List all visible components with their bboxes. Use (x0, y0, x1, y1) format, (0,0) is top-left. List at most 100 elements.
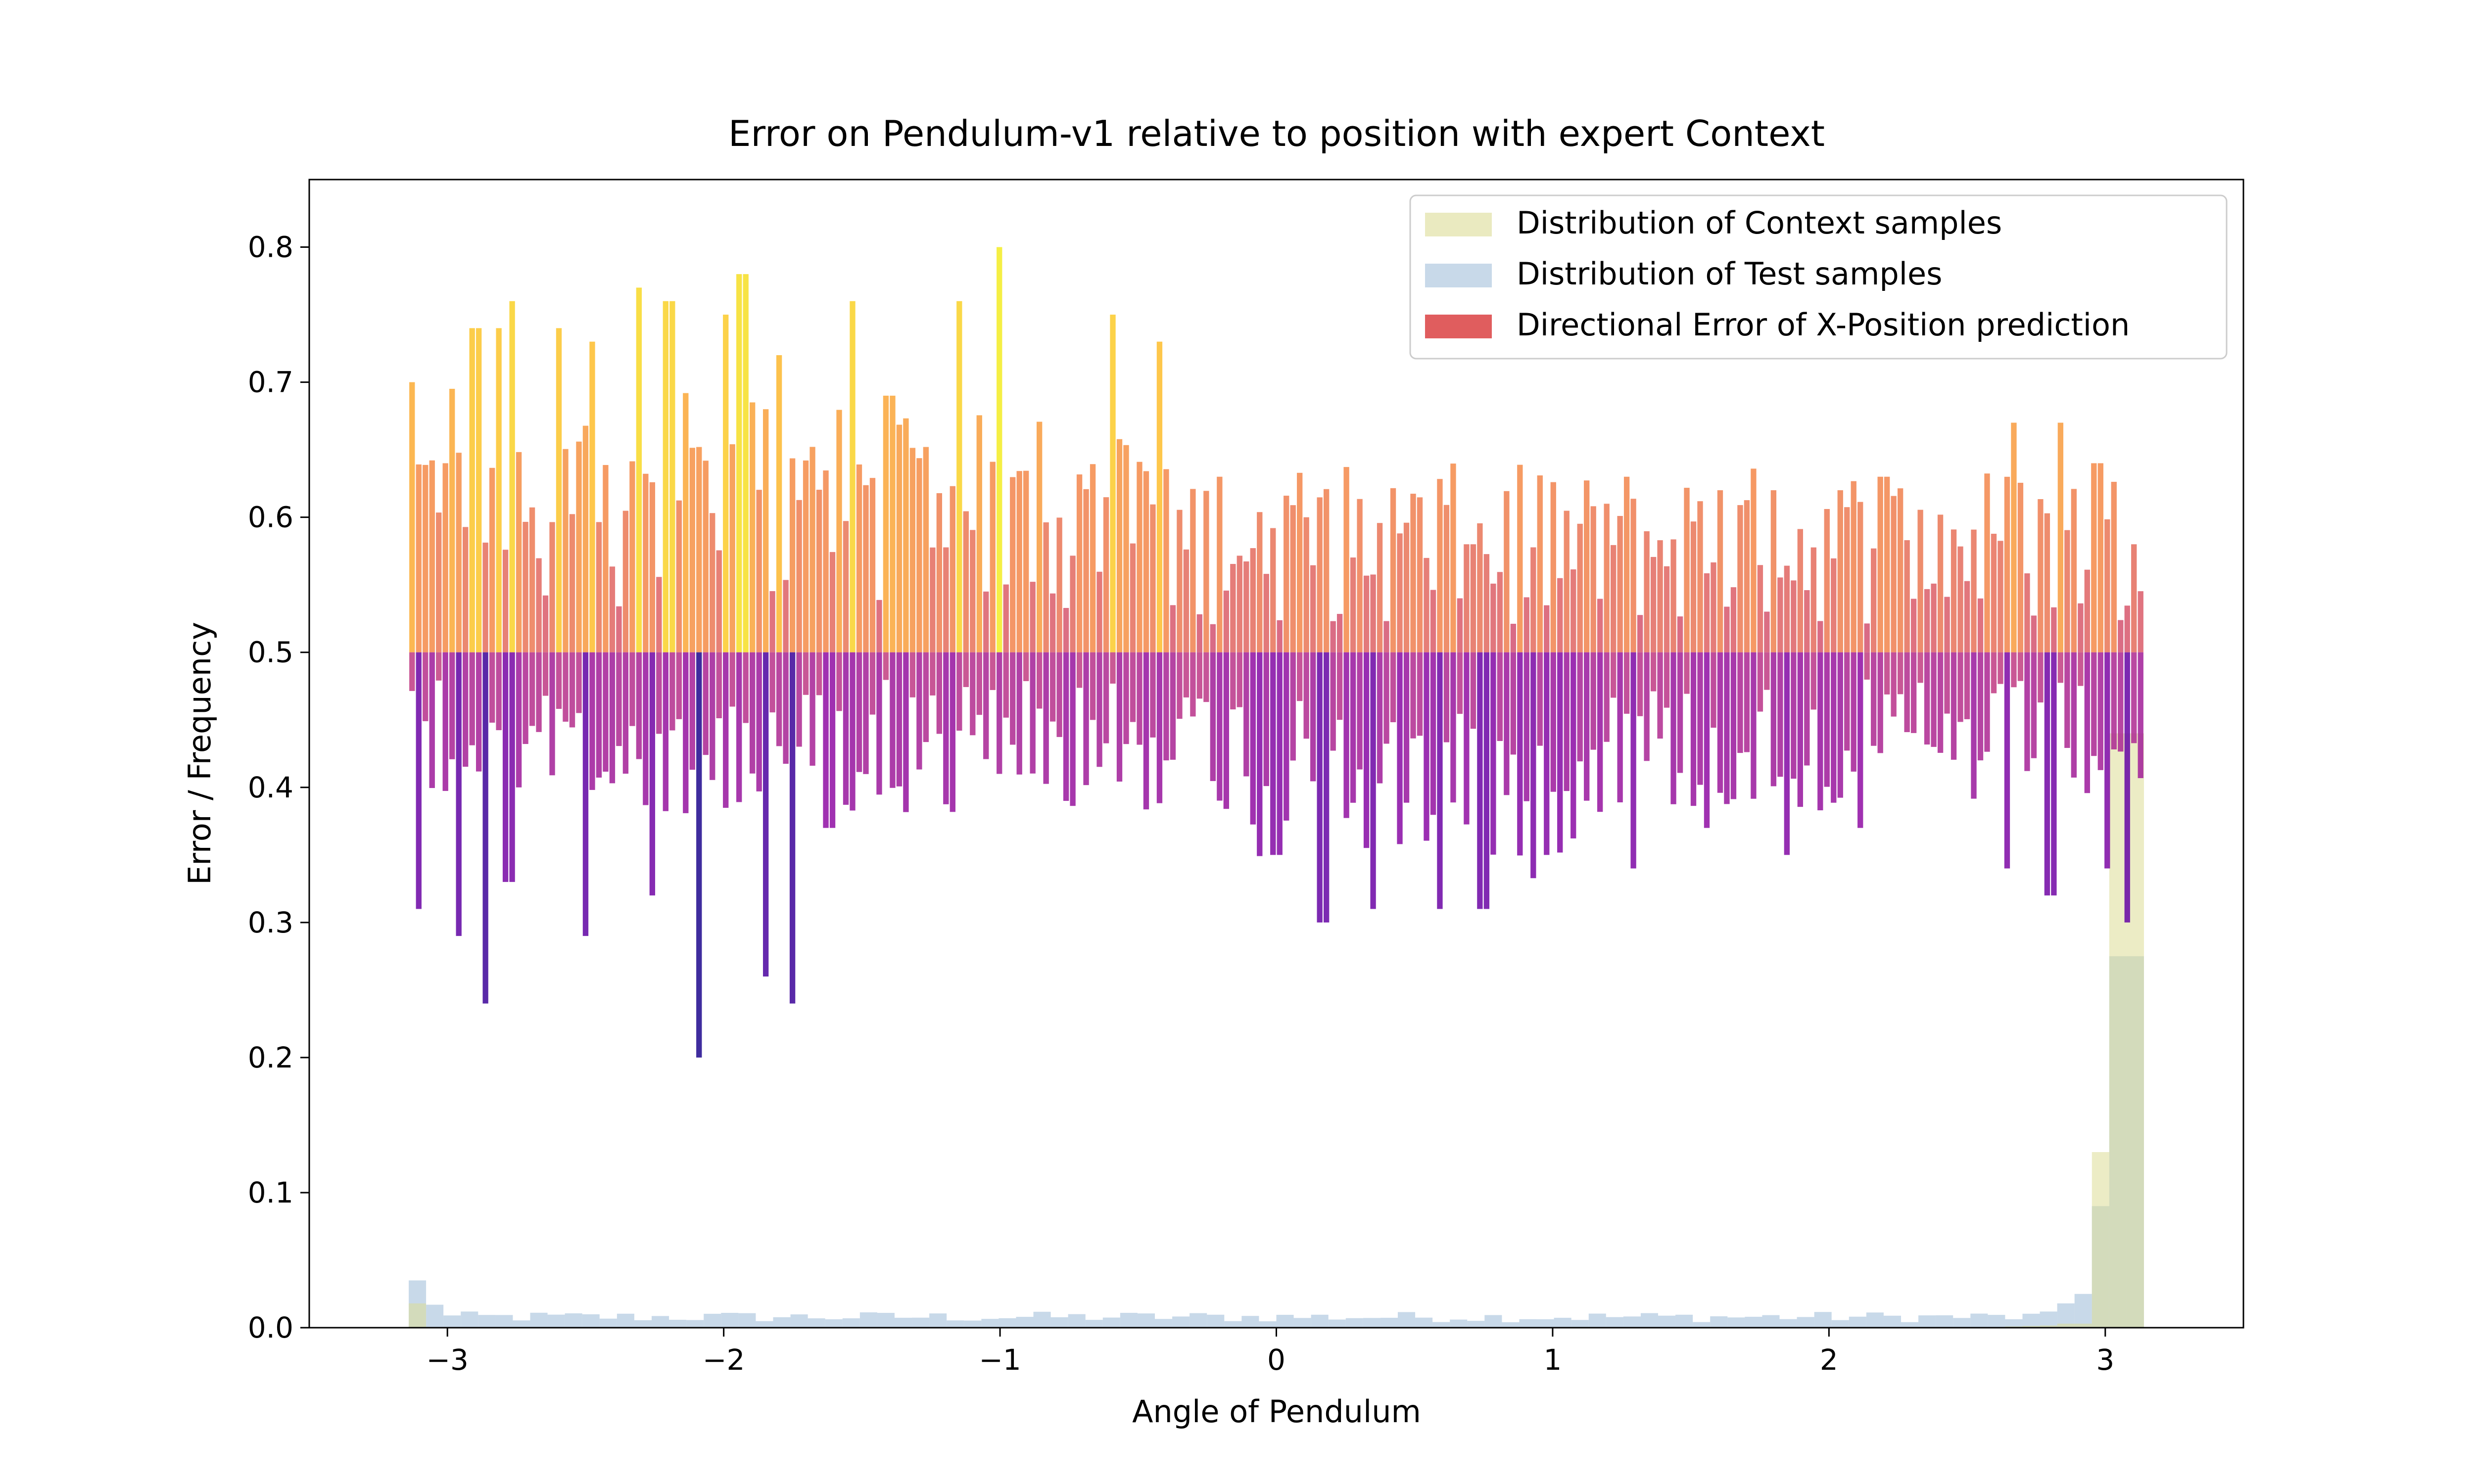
y-tick-label: 0.4 (248, 771, 293, 804)
test-histogram-bar (1675, 1314, 1693, 1328)
error-bar-upper (1557, 578, 1563, 652)
error-bar-upper (1110, 315, 1116, 652)
error-bar-upper (2038, 499, 2044, 652)
error-bar-lower (743, 652, 749, 723)
error-bar-lower (943, 652, 949, 804)
error-bar-upper (1984, 473, 1990, 652)
error-bar-lower (1103, 652, 1109, 743)
error-bar-upper (1430, 590, 1436, 652)
error-bar-upper (1437, 479, 1443, 652)
error-bar-lower (1336, 652, 1343, 720)
error-bar-lower (816, 652, 822, 696)
error-bar-upper (1857, 502, 1863, 652)
y-tick-label: 0.7 (248, 366, 293, 399)
error-bar-upper (943, 547, 949, 652)
error-bar-lower (776, 652, 782, 746)
error-bar-lower (596, 652, 602, 778)
error-bar-lower (1604, 652, 1610, 742)
error-bar-lower (1664, 652, 1670, 708)
error-bar-lower (829, 652, 836, 828)
error-bar-lower (589, 652, 595, 790)
error-bar-lower (1397, 652, 1403, 844)
test-histogram-bar (1450, 1319, 1468, 1328)
error-bar-lower (1230, 652, 1236, 710)
x-tick-label: −3 (426, 1343, 469, 1377)
test-histogram-bar (1137, 1313, 1155, 1328)
error-bar-upper (1897, 488, 1903, 652)
test-histogram-bar (1519, 1319, 1537, 1328)
error-bar-lower (883, 652, 889, 680)
error-bar-lower (1891, 652, 1897, 717)
test-histogram-bar (1883, 1315, 1901, 1328)
error-bar-upper (1657, 540, 1663, 652)
error-bar-lower (2097, 652, 2103, 770)
error-bar-lower (1070, 652, 1076, 806)
error-bar-upper (1043, 522, 1049, 652)
error-bar-upper (1537, 475, 1543, 652)
error-bar-lower (1684, 652, 1690, 694)
error-bar-lower (976, 652, 982, 715)
error-bar-lower (1504, 652, 1510, 795)
error-bar-lower (1237, 652, 1242, 707)
error-bar-lower (536, 652, 542, 732)
error-bar-lower (1590, 652, 1596, 750)
test-histogram-bar (495, 1315, 513, 1328)
error-bar-upper (1751, 468, 1757, 652)
error-bar-upper (2051, 607, 2057, 652)
error-bar-lower (1617, 652, 1623, 802)
error-bar-upper (716, 550, 722, 652)
error-bar-upper (2044, 513, 2050, 652)
error-bar-upper (1517, 464, 1523, 652)
error-bar-lower (482, 652, 488, 1004)
error-bar-lower (1557, 652, 1563, 853)
test-histogram-bar (1155, 1319, 1173, 1328)
error-bar-lower (1464, 652, 1470, 825)
error-bar-upper (803, 460, 809, 652)
error-bar-lower (663, 652, 668, 811)
error-bar-lower (1284, 652, 1289, 821)
error-bar-lower (2111, 652, 2117, 749)
error-bar-lower (683, 652, 689, 813)
test-histogram-bar (1189, 1313, 1207, 1328)
error-bar-lower (1030, 652, 1036, 774)
x-tick-label: −1 (979, 1343, 1021, 1377)
test-histogram-bar (461, 1311, 478, 1328)
error-bar-upper (750, 402, 756, 652)
error-bar-upper (1237, 556, 1242, 652)
error-bar-upper (903, 418, 909, 652)
error-bar-lower (1003, 652, 1009, 718)
error-bar-upper (1030, 582, 1036, 652)
error-bar-upper (1156, 341, 1163, 652)
error-bar-upper (1697, 501, 1703, 652)
error-bar-upper (1924, 589, 1930, 652)
error-bar-lower (876, 652, 882, 795)
error-bar-lower (963, 652, 969, 687)
error-bar-lower (2031, 652, 2037, 758)
error-bar-lower (1810, 652, 1816, 710)
test-histogram-bar (1293, 1318, 1311, 1328)
error-bar-upper (829, 552, 836, 652)
error-bar-lower (1630, 652, 1636, 869)
error-bar-lower (1243, 652, 1249, 777)
error-bar-lower (956, 652, 962, 731)
error-bar-lower (1998, 652, 2003, 684)
error-bar-upper (436, 512, 442, 652)
error-bar-lower (2044, 652, 2050, 896)
error-bar-upper (1490, 583, 1496, 652)
test-histogram-bar (1328, 1319, 1346, 1328)
legend: Distribution of Context samples Distribu… (1409, 194, 2228, 360)
error-bar-upper (1270, 528, 1276, 652)
error-bar-lower (1784, 652, 1790, 855)
error-bar-lower (823, 652, 829, 828)
y-axis: 0.0 0.1 0.2 0.3 0.4 0.5 0.6 0.7 0.8 (248, 231, 309, 1345)
test-histogram-bar (686, 1320, 704, 1328)
test-histogram-bar (808, 1318, 825, 1328)
error-bar-lower (1257, 652, 1263, 856)
error-bar-lower (1677, 652, 1683, 773)
error-bar-lower (1517, 652, 1523, 856)
test-histogram-bar (1467, 1321, 1485, 1328)
error-bar-lower (1884, 652, 1890, 695)
error-bar-upper (1390, 488, 1396, 652)
legend-swatch-test (1425, 264, 1492, 287)
